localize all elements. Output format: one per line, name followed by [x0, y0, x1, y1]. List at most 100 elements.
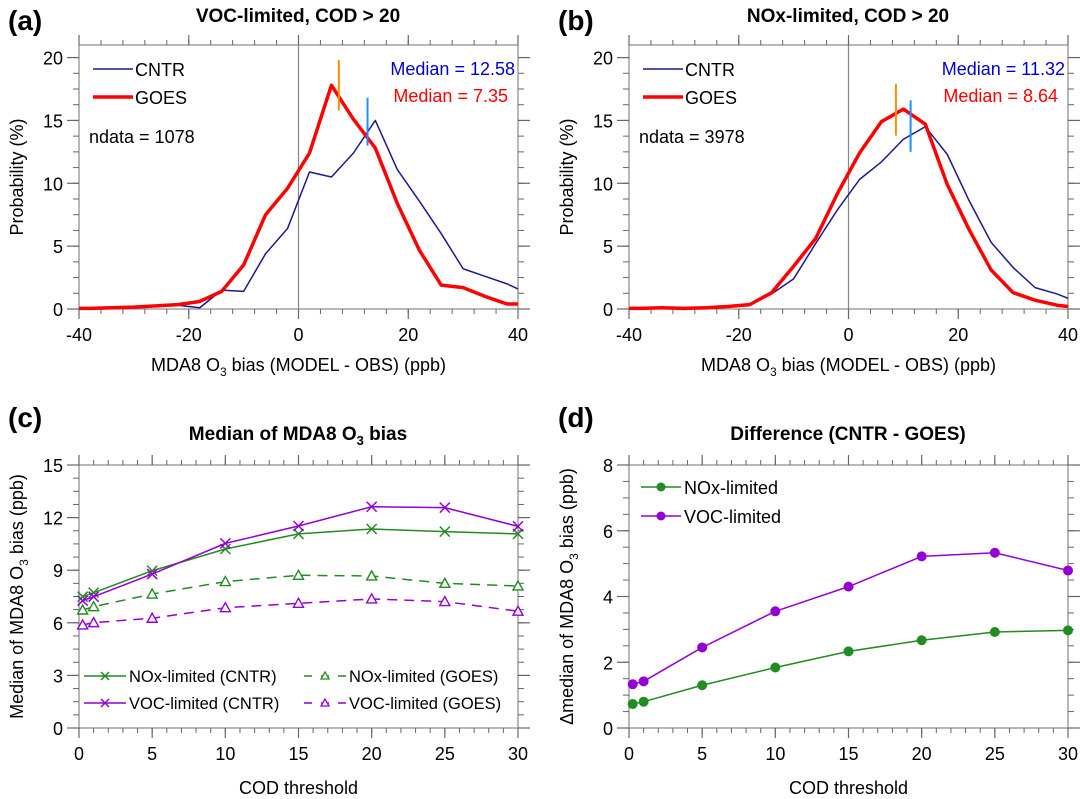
ndata-annotation: ndata = 1078 — [89, 127, 195, 147]
data-point-x-marker — [292, 520, 305, 532]
x-tick-label: 10 — [765, 744, 785, 764]
x-axis-label: MDA8 O3 bias (MODEL - OBS) (ppb) — [151, 355, 446, 379]
x-axis-label-part: MDA8 O — [701, 355, 770, 375]
ndata-annotation: ndata = 3978 — [639, 127, 745, 147]
panel-title-part: bias — [364, 424, 407, 445]
x-marker-stroke — [77, 595, 89, 607]
x-axis-label-part: bias (MODEL - OBS) (ppb) — [777, 355, 996, 375]
series-line-nox-limited-cntr- — [82, 528, 519, 598]
x-marker-stroke — [219, 537, 231, 549]
x-tick-label: 5 — [147, 744, 157, 764]
panel-title: NOx-limited, COD > 20 — [747, 6, 949, 27]
data-point-dot-marker — [916, 551, 927, 562]
data-point-triangle-marker — [438, 576, 452, 589]
legend-x-marker — [100, 671, 110, 681]
data-point-dot-marker — [638, 696, 649, 707]
x-marker-stroke — [512, 520, 524, 532]
legend-label: CNTR — [685, 60, 735, 80]
data-point-dot-marker — [1063, 565, 1073, 576]
data-point-dot-marker — [770, 662, 781, 673]
x-tick-label: 0 — [843, 325, 853, 345]
data-point-dot-marker — [843, 581, 854, 592]
y-tick-label: 3 — [53, 666, 63, 686]
data-point-triangle-marker — [145, 587, 159, 599]
data-point-x-marker — [366, 523, 378, 535]
plot-frame — [628, 464, 1069, 729]
data-point-dot-marker — [638, 676, 649, 687]
y-axis-label-part: bias (ppb) — [7, 474, 27, 559]
x-marker-stroke — [88, 591, 100, 603]
y-axis-label-subscript: 3 — [567, 553, 581, 560]
panel-letter: (d) — [558, 402, 594, 433]
y-tick-label: 9 — [53, 561, 63, 581]
x-tick-label: 25 — [985, 744, 1005, 764]
x-marker-stroke — [366, 501, 378, 513]
data-point-triangle-marker — [219, 575, 232, 587]
data-point-triangle-marker — [365, 569, 378, 581]
data-point-triangle-marker — [76, 618, 89, 630]
data-point-x-marker — [88, 591, 100, 603]
y-tick-label: 20 — [593, 49, 613, 69]
y-axis-label-part: Median of MDA8 O — [7, 566, 27, 719]
x-axis-label-part: MDA8 O — [151, 355, 220, 375]
y-tick-label: 6 — [603, 522, 613, 542]
panel-title-part: Median of MDA8 O — [189, 424, 357, 445]
data-point-triangle-marker — [511, 579, 525, 591]
x-marker-stroke — [292, 520, 305, 532]
data-point-x-marker — [439, 526, 451, 538]
panel-a: (a) VOC-limited, COD > 20 -40 -20 0 20 40 0 5 10 1… — [7, 5, 530, 379]
y-axis-label: Probability (%) — [557, 118, 577, 235]
legend-label: GOES — [135, 88, 187, 108]
series-line-voc-limited-goes- — [82, 598, 519, 626]
x-tick-label: 0 — [624, 744, 634, 764]
legend: CNTR GOES — [643, 60, 737, 108]
x-axis-label: COD threshold — [239, 778, 358, 798]
y-axis-label-part: Δmedian of MDA8 O — [557, 560, 577, 725]
x-tick-label: 20 — [948, 325, 968, 345]
y-tick-label: 15 — [43, 456, 63, 476]
legend: NOx-limited (CNTR) NOx-limited (GOES) VOC-… — [84, 668, 501, 713]
panel-letter: (a) — [8, 5, 42, 36]
legend-triangle-marker — [319, 697, 331, 707]
x-tick-label: 30 — [1058, 744, 1078, 764]
data-point-x-marker — [292, 528, 305, 540]
legend-label: CNTR — [135, 60, 185, 80]
y-tick-label: 0 — [53, 300, 63, 320]
data-point-triangle-marker — [292, 568, 305, 580]
series-line-nox-limited-goes- — [82, 574, 519, 611]
x-tick-label: 0 — [74, 744, 84, 764]
x-tick-label: -40 — [616, 325, 642, 345]
data-point-dot-marker — [770, 606, 781, 617]
data-point-dot-marker — [627, 679, 638, 690]
x-axis-label: COD threshold — [789, 778, 908, 798]
x-tick-label: 15 — [288, 744, 308, 764]
panel-d: (d) Difference (CNTR - GOES) 0 5 10 15 20 25 30 0… — [557, 402, 1080, 798]
legend-dot-marker — [656, 511, 666, 521]
legend: NOx-limited VOC-limited — [641, 478, 781, 527]
median-cntr-annotation: Median = 12.58 — [390, 59, 515, 79]
legend-label: NOx-limited (GOES) — [349, 668, 498, 686]
legend-x-marker — [100, 698, 110, 708]
x-marker-stroke — [88, 587, 100, 599]
legend-label: VOC-limited (GOES) — [349, 695, 501, 713]
data-point-dot-marker — [697, 642, 708, 653]
legend-label: VOC-limited — [684, 507, 781, 527]
x-marker-stroke — [292, 528, 305, 540]
y-tick-label: 10 — [593, 174, 613, 194]
y-tick-label: 5 — [53, 237, 63, 257]
panel-b: (b) NOx-limited, COD > 20 -40 -20 0 20 40 0 5 10 1… — [557, 5, 1080, 379]
x-tick-label: 5 — [697, 744, 707, 764]
y-tick-label: 10 — [43, 174, 63, 194]
x-marker-stroke — [77, 591, 89, 603]
data-point-dot-marker — [989, 547, 1000, 558]
x-tick-label: 30 — [508, 744, 528, 764]
y-axis-label-part: bias (ppb) — [557, 468, 577, 553]
median-goes-annotation: Median = 8.64 — [943, 86, 1058, 106]
data-point-dot-marker — [843, 646, 854, 657]
x-tick-label: 0 — [293, 325, 303, 345]
x-axis-label-subscript: 3 — [220, 365, 227, 379]
legend-triangle-marker — [319, 670, 331, 680]
data-point-x-marker — [219, 537, 231, 549]
